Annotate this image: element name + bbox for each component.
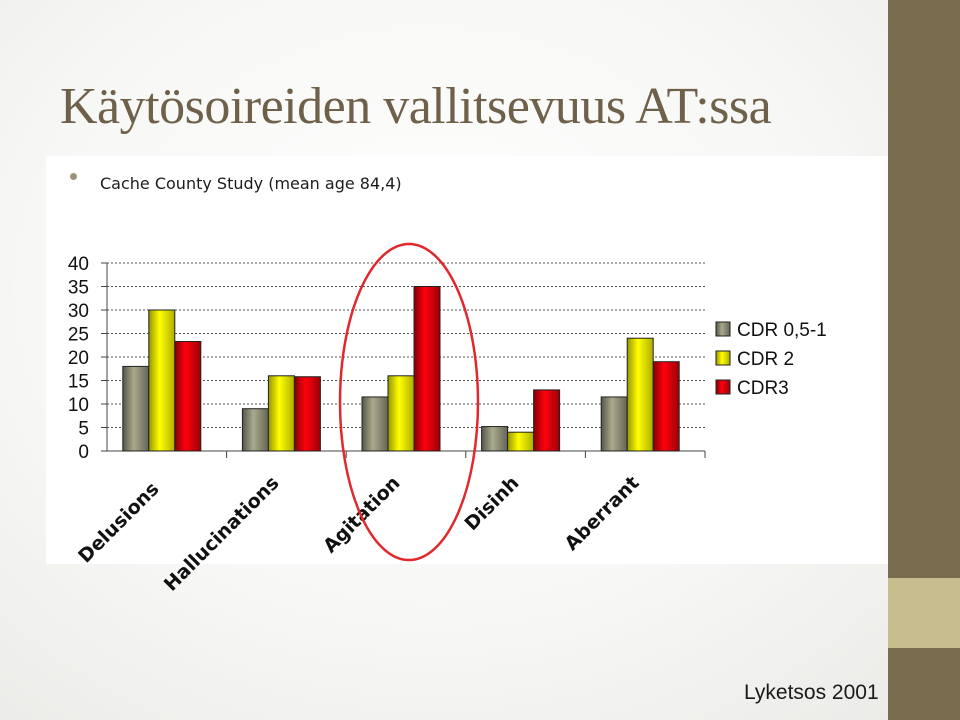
y-tick-label: 20 [68, 348, 89, 369]
y-tick-label: 35 [68, 278, 89, 299]
bar-hallucinations-3 [293, 376, 321, 452]
bar-hallucinations-2 [267, 375, 295, 452]
y-tick-label: 0 [78, 442, 89, 463]
y-tick-label: 5 [78, 419, 89, 440]
bar-agitation-1 [361, 396, 389, 452]
bar-aberrant-1 [600, 396, 628, 452]
source-credit: Lyketsos 2001 [744, 681, 879, 704]
bar-agitation-3 [413, 286, 441, 452]
x-category-label: Delusions [74, 478, 163, 567]
bar-hallucinations-1 [241, 408, 269, 452]
legend-swatch [715, 350, 731, 366]
sidebar-block-bottom [888, 648, 960, 720]
bar-disinh-2 [507, 431, 535, 452]
bar-disinh-1 [481, 426, 509, 452]
bar-delusions-1 [122, 365, 150, 452]
slide-title: Käytösoireiden vallitsevuus AT:ssa [60, 78, 772, 135]
highlight-ellipse [338, 242, 480, 562]
bar-delusions-2 [148, 309, 176, 452]
bullet-dot [70, 173, 77, 180]
y-tick-label: 30 [68, 301, 89, 322]
y-tick-label: 25 [68, 325, 89, 346]
bar-delusions-3 [174, 340, 202, 452]
bullet-text: Cache County Study (mean age 84,4) [100, 174, 402, 193]
legend-label: CDR 2 [737, 349, 794, 370]
legend-label: CDR3 [737, 378, 789, 399]
sidebar-block-middle [888, 578, 960, 648]
y-tick-label: 40 [68, 254, 89, 275]
bar-aberrant-2 [626, 337, 654, 452]
y-tick-label: 10 [68, 395, 89, 416]
bar-agitation-2 [387, 375, 415, 452]
legend-label: CDR 0,5-1 [737, 320, 827, 341]
x-category-label: Hallucinations [160, 472, 284, 596]
bar-disinh-3 [533, 389, 561, 452]
legend-swatch [715, 379, 731, 395]
legend-swatch [715, 321, 731, 337]
x-category-label: Aberrant [561, 472, 644, 555]
y-tick-label: 15 [68, 372, 89, 393]
bar-aberrant-3 [652, 361, 680, 452]
sidebar-block-top [888, 0, 960, 578]
